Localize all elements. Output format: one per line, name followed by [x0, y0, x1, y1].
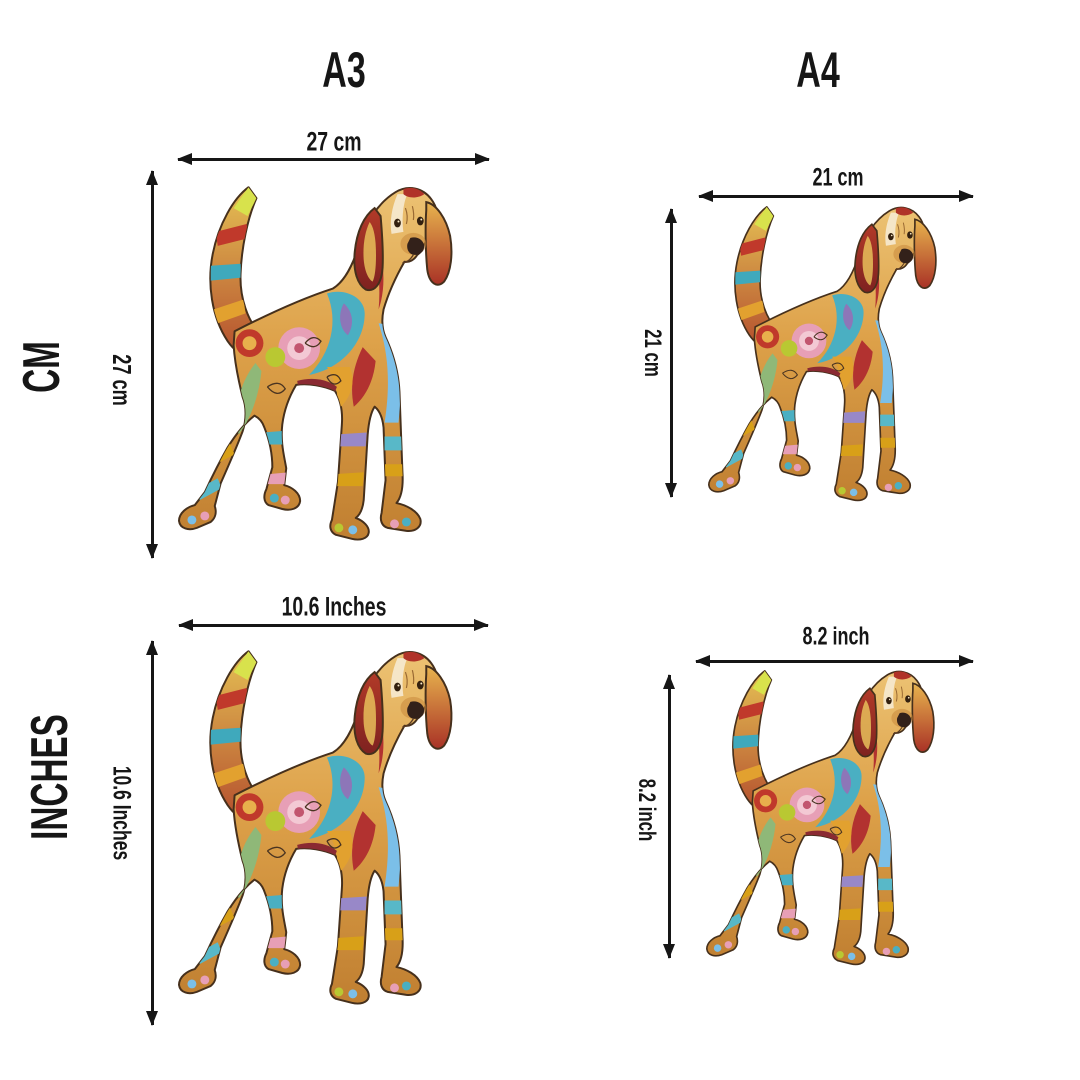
a3-cm-height-arrow	[146, 170, 158, 559]
dog-illustration-a3-cm	[178, 186, 466, 544]
a3-cm-width-arrow	[177, 153, 490, 165]
dog-illustration-a3-inches	[178, 650, 466, 1008]
a4-cm-width-label: 21 cm	[812, 163, 864, 192]
a3-inches-width-label: 10.6 Inches	[281, 591, 387, 622]
a3-inches-width-arrow	[178, 619, 489, 631]
a3-inches-height-arrow	[146, 640, 158, 1026]
dog-puzzle-illustration	[706, 670, 946, 968]
a3-inches-height-label: 10.6 Inches	[107, 765, 136, 861]
row-header-cm: CM	[13, 341, 71, 393]
column-header-a3: A3	[322, 42, 366, 98]
row-header-inches: INCHES	[21, 714, 79, 840]
a4-cm-height-label: 21 cm	[639, 329, 666, 377]
a3-cm-width-label: 27 cm	[306, 126, 362, 157]
dog-puzzle-illustration	[708, 206, 948, 504]
dog-illustration-a4-cm	[708, 206, 948, 504]
a4-inches-height-label: 8.2 inch	[633, 778, 660, 842]
a4-cm-width-arrow	[698, 190, 974, 202]
a4-inches-width-arrow	[695, 655, 974, 667]
dog-puzzle-illustration	[178, 186, 466, 544]
dog-puzzle-illustration	[178, 650, 466, 1008]
a4-inches-height-arrow	[663, 674, 675, 959]
column-header-a4: A4	[796, 42, 840, 98]
dog-illustration-a4-inches	[706, 670, 946, 968]
a3-cm-height-label: 27 cm	[107, 354, 137, 406]
a4-inches-width-label: 8.2 inch	[802, 622, 870, 651]
a4-cm-height-arrow	[665, 208, 677, 498]
